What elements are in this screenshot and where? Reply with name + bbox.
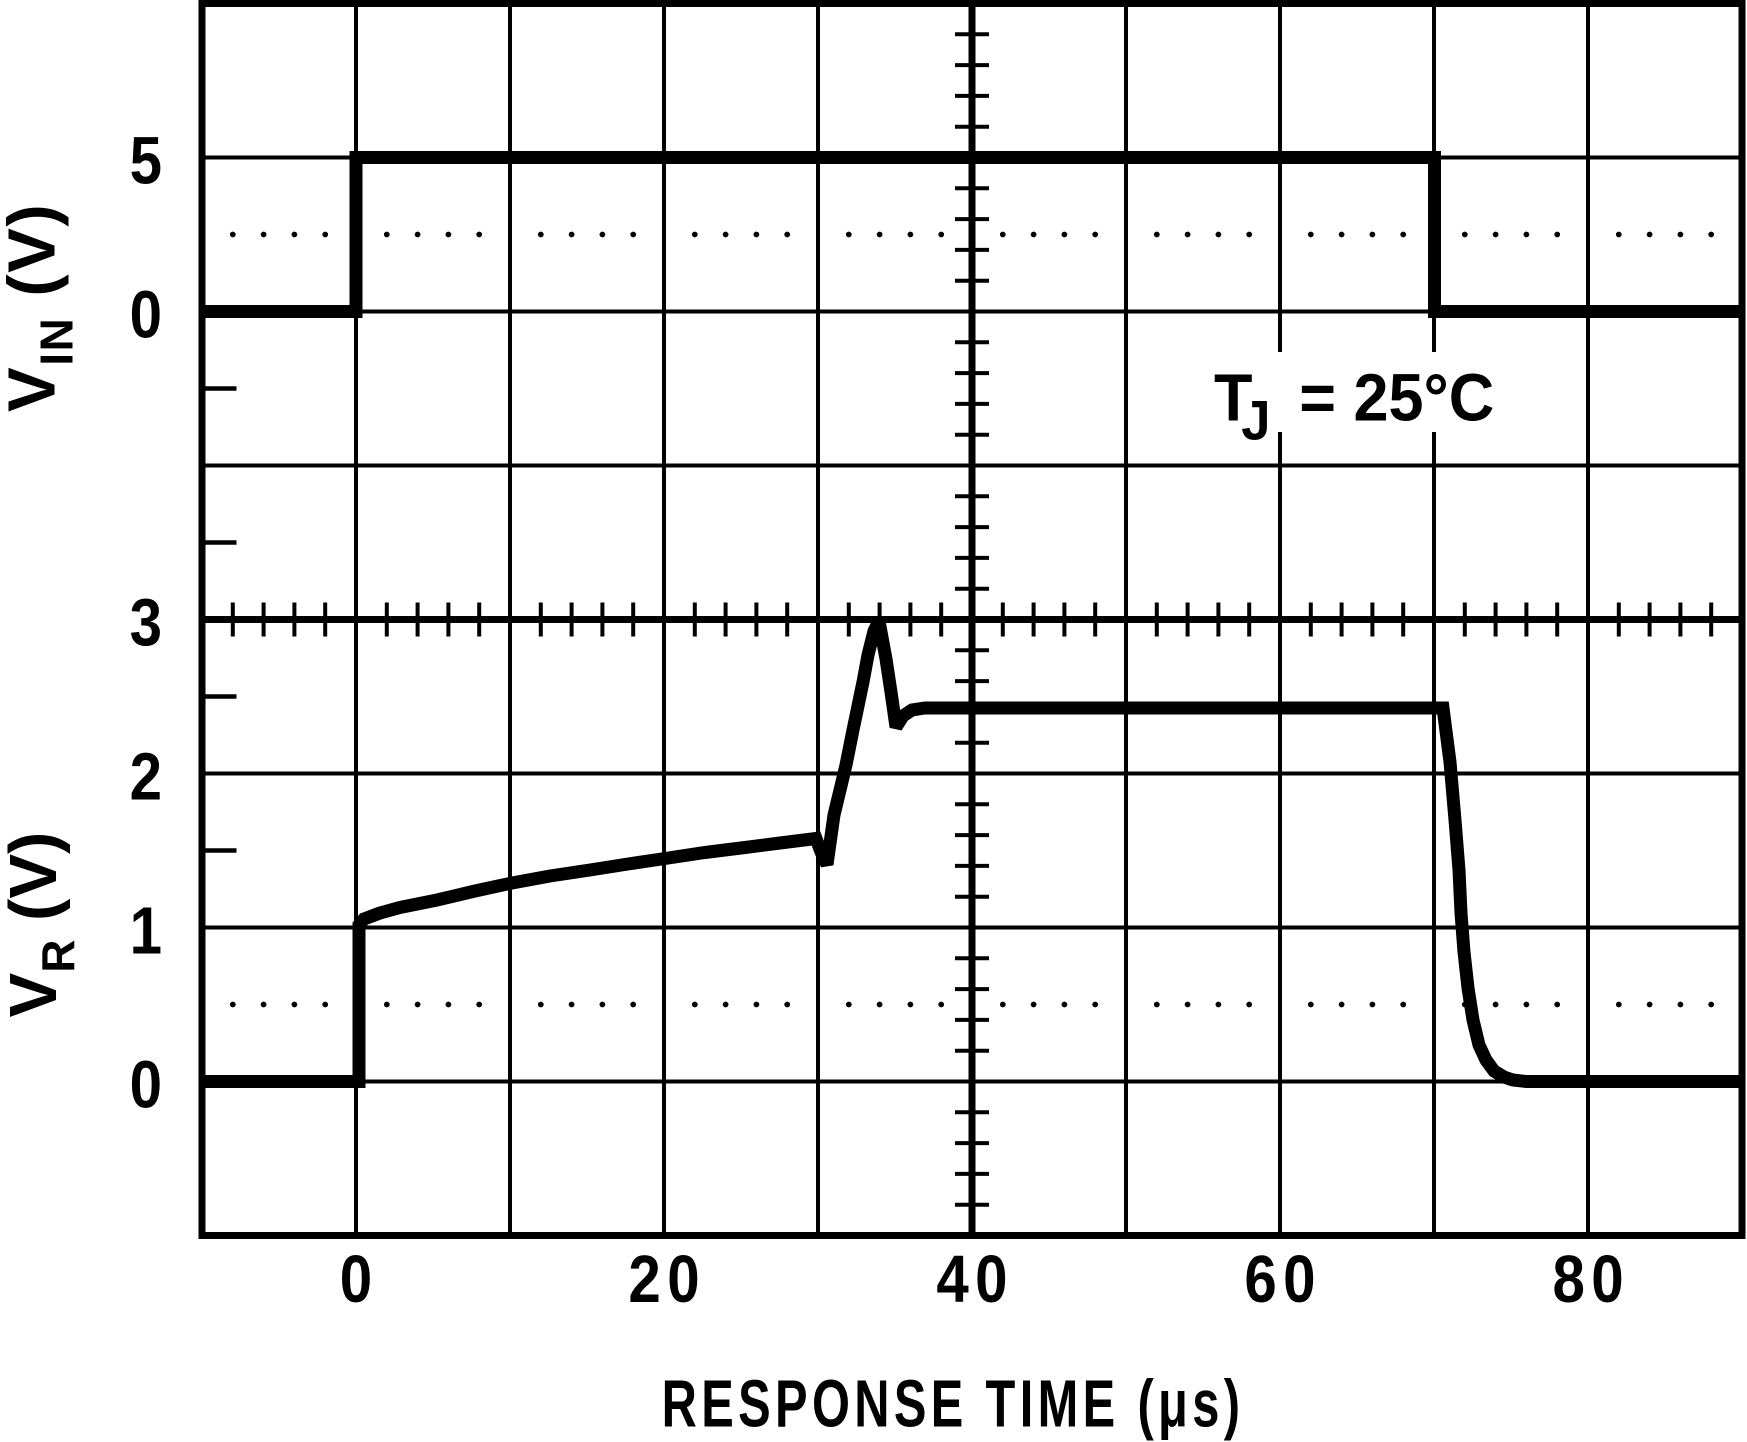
svg-text:80: 80 <box>1552 1242 1630 1317</box>
svg-text:60: 60 <box>1244 1242 1322 1317</box>
svg-text:3: 3 <box>130 586 162 661</box>
svg-text:5: 5 <box>130 124 162 199</box>
svg-text:20: 20 <box>628 1242 706 1317</box>
svg-text:40: 40 <box>936 1242 1014 1317</box>
svg-text:VIN (V): VIN (V) <box>0 203 83 412</box>
svg-text:0: 0 <box>130 278 162 353</box>
svg-text:VR (V): VR (V) <box>0 832 84 1018</box>
svg-text:2: 2 <box>130 740 162 815</box>
svg-text:RESPONSE TIME (μs): RESPONSE TIME (μs) <box>662 1367 1245 1441</box>
svg-text:1: 1 <box>130 894 162 969</box>
svg-text:0: 0 <box>130 1048 162 1123</box>
svg-text:0: 0 <box>340 1242 372 1317</box>
